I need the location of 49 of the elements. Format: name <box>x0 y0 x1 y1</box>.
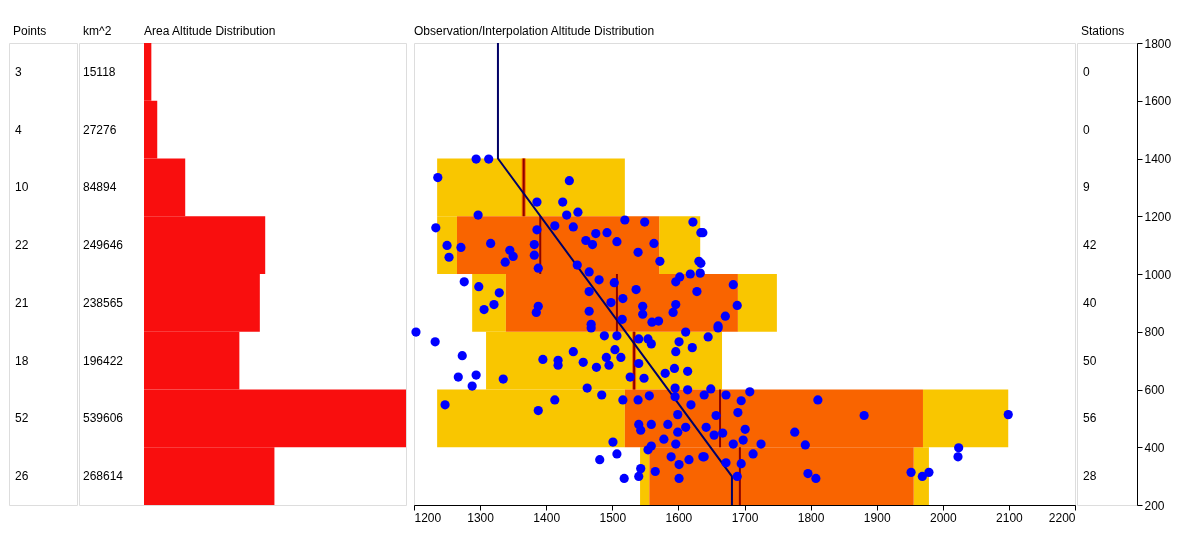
text: Stations <box>1081 24 1125 38</box>
text: 21 <box>15 295 29 310</box>
data-label: 539606 <box>83 411 124 426</box>
x-tick-label: 1200 <box>414 510 442 525</box>
x-tick-label: 1500 <box>599 510 627 525</box>
text: 9 <box>1083 180 1090 195</box>
data-label: 238565 <box>83 295 124 310</box>
text: 26 <box>15 469 29 484</box>
text: 3 <box>15 64 22 79</box>
y-tick-label: 800 <box>1144 325 1165 340</box>
data-label: 249646 <box>83 238 124 253</box>
text: 18 <box>15 353 29 368</box>
x-tick-label: 2000 <box>929 510 957 525</box>
y-tick-label: 1000 <box>1144 267 1172 282</box>
data-label: 27276 <box>83 122 117 137</box>
data-label: 84894 <box>83 180 117 195</box>
x-tick-label: 1800 <box>797 510 825 525</box>
text: 0 <box>1083 122 1090 137</box>
y-tick-label: 400 <box>1144 440 1165 455</box>
x-tick-label: 1300 <box>467 510 495 525</box>
y-tick-label: 1800 <box>1144 36 1172 51</box>
text: 56 <box>1083 411 1097 426</box>
text: 52 <box>15 411 29 426</box>
text: 40 <box>1083 295 1097 310</box>
x-tick-label: 2100 <box>996 510 1024 525</box>
x-tick-label: 1400 <box>533 510 561 525</box>
text: Points <box>13 24 47 38</box>
data-label: 268614 <box>83 469 124 484</box>
x-tick-label: 1900 <box>863 510 891 525</box>
text: km^2 <box>83 24 112 38</box>
chart-title: Area Altitude Distribution <box>144 24 276 38</box>
x-tick-label: 1700 <box>731 510 759 525</box>
text: 42 <box>1083 238 1097 253</box>
chart-title: Observation/Interpolation Altitude Distribution <box>414 24 655 38</box>
x-tick-label: 2200 <box>1048 510 1076 525</box>
y-tick-label: 1200 <box>1144 209 1172 224</box>
y-tick-label: 1400 <box>1144 152 1172 166</box>
data-label: 15118 <box>83 64 116 79</box>
text: 4 <box>15 122 22 137</box>
text: 0 <box>1083 64 1090 79</box>
y-tick-label: 1600 <box>1144 94 1172 109</box>
text: 28 <box>1083 469 1097 484</box>
text: 50 <box>1083 353 1097 368</box>
text: 10 <box>15 180 29 195</box>
text: 22 <box>15 238 29 253</box>
y-tick-label: 200 <box>1144 498 1165 513</box>
x-tick-label: 1600 <box>665 510 693 525</box>
y-tick-label: 600 <box>1144 383 1165 397</box>
data-label: 196422 <box>83 353 124 368</box>
